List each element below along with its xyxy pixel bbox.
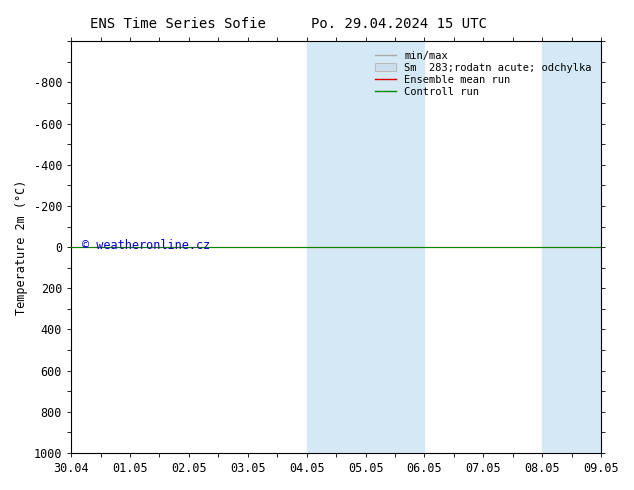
Text: ENS Time Series Sofie: ENS Time Series Sofie [89, 17, 266, 31]
Y-axis label: Temperature 2m (°C): Temperature 2m (°C) [15, 179, 28, 315]
Legend: min/max, Sm  283;rodatn acute; odchylka, Ensemble mean run, Controll run: min/max, Sm 283;rodatn acute; odchylka, … [371, 47, 596, 101]
Bar [307, 41, 425, 453]
Bar [542, 41, 634, 453]
Text: Po. 29.04.2024 15 UTC: Po. 29.04.2024 15 UTC [311, 17, 488, 31]
Text: © weatheronline.cz: © weatheronline.cz [82, 239, 210, 252]
